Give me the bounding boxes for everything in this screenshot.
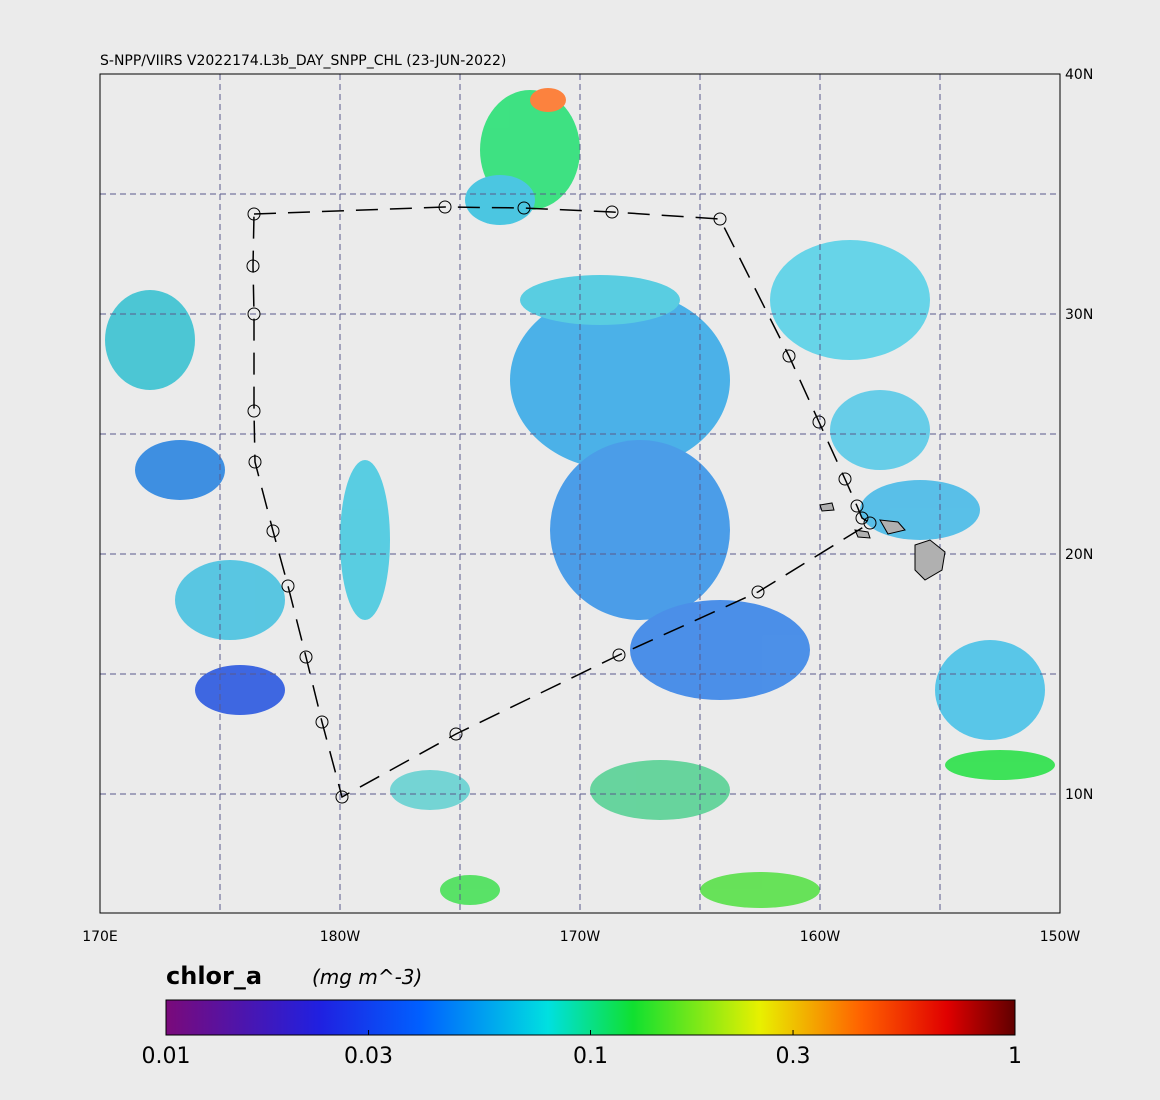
- station: [247, 307, 261, 321]
- island: [914, 539, 946, 581]
- colorbar-tick-label: 1: [1008, 1044, 1022, 1069]
- swath: [465, 175, 535, 225]
- island: [879, 519, 906, 535]
- lon-label: 150W: [1040, 929, 1081, 945]
- station: [812, 415, 826, 429]
- station: [850, 499, 864, 513]
- station: [517, 201, 531, 215]
- swath: [195, 665, 285, 715]
- lon-label: 170W: [560, 929, 601, 945]
- colorbar: [165, 999, 1016, 1036]
- colorbar-tick-label: 0.3: [776, 1044, 811, 1069]
- colorbar-variable: chlor_a: [166, 962, 262, 990]
- swath: [860, 480, 980, 540]
- lat-label: 30N: [1065, 307, 1093, 323]
- station: [246, 259, 260, 273]
- swath: [770, 240, 930, 360]
- swath: [530, 88, 566, 112]
- swath: [590, 760, 730, 820]
- map-title: S-NPP/VIIRS V2022174.L3b_DAY_SNPP_CHL (2…: [100, 53, 506, 69]
- swath: [830, 390, 930, 470]
- lat-label: 40N: [1065, 67, 1093, 83]
- island: [854, 529, 871, 539]
- colorbar-tick-label: 0.1: [573, 1044, 608, 1069]
- lon-label: 180W: [320, 929, 361, 945]
- station: [605, 205, 619, 219]
- hawaii: [819, 502, 946, 581]
- station: [863, 516, 877, 530]
- swath: [340, 460, 390, 620]
- swath: [630, 600, 810, 700]
- swath: [510, 290, 730, 470]
- swath: [390, 770, 470, 810]
- station: [449, 727, 463, 741]
- station: [335, 790, 349, 804]
- station: [782, 349, 796, 363]
- lon-label: 160W: [800, 929, 841, 945]
- swath: [105, 290, 195, 390]
- swath: [520, 275, 680, 325]
- island: [819, 502, 835, 512]
- station: [248, 455, 262, 469]
- station: [247, 207, 261, 221]
- colorbar-units: (mg m^-3): [312, 965, 422, 989]
- station: [299, 650, 313, 664]
- swath: [440, 875, 500, 905]
- station: [266, 524, 280, 538]
- lat-label: 20N: [1065, 547, 1093, 563]
- station: [438, 200, 452, 214]
- swath: [945, 750, 1055, 780]
- swath: [135, 440, 225, 500]
- station: [612, 648, 626, 662]
- station: [247, 404, 261, 418]
- swath: [700, 872, 820, 908]
- station: [315, 715, 329, 729]
- station: [855, 511, 869, 525]
- swath: [550, 440, 730, 620]
- colorbar-tick-label: 0.01: [142, 1044, 191, 1069]
- station: [751, 585, 765, 599]
- swath: [175, 560, 285, 640]
- swath: [935, 640, 1045, 740]
- cruise-track: [246, 200, 877, 804]
- plot-frame: [99, 73, 1061, 914]
- station: [713, 212, 727, 226]
- lat-label: 10N: [1065, 787, 1093, 803]
- station: [838, 472, 852, 486]
- station: [281, 579, 295, 593]
- chlorophyll-swaths: [105, 88, 1055, 908]
- colorbar-tick-label: 0.03: [344, 1044, 393, 1069]
- lon-label: 170E: [82, 929, 118, 945]
- track-line: [252, 206, 872, 799]
